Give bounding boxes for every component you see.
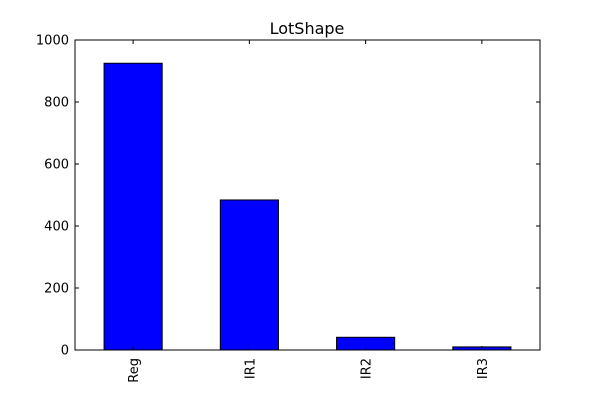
y-tick-label: 200 — [44, 282, 69, 297]
y-tick-label: 800 — [44, 96, 69, 111]
y-tick-label: 0 — [61, 344, 69, 359]
x-tick-label: IR3 — [476, 358, 491, 379]
plot-frame — [74, 39, 541, 351]
axes: Reg IR1 IR2 IR3 0 200 400 600 800 1000 — [36, 34, 540, 383]
bar-reg — [103, 62, 163, 351]
y-tick-label: 400 — [44, 220, 69, 235]
bar-ir1 — [219, 199, 279, 351]
x-tick-label: Reg — [127, 358, 142, 383]
y-tick-label: 600 — [44, 158, 69, 173]
x-tick-label: IR1 — [243, 358, 258, 379]
y-tick-label: 1000 — [36, 34, 69, 49]
chart-title: LotShape — [270, 19, 345, 38]
x-tick-label: IR2 — [360, 358, 375, 379]
plot-area — [103, 62, 512, 351]
